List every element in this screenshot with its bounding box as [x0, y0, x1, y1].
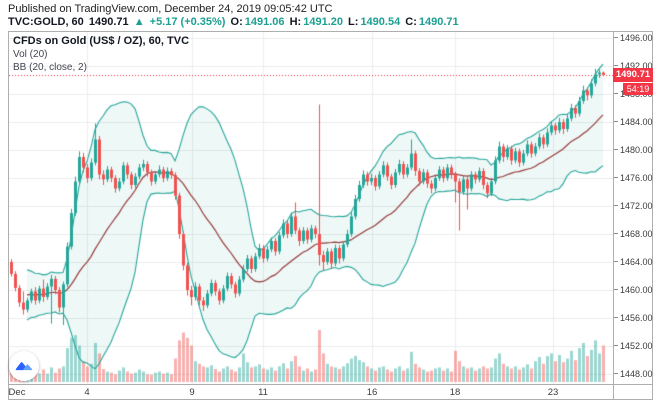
- symbol-header: TVC:GOLD, 60 1490.71 ▲ +5.17 (+0.35%) O:…: [8, 16, 461, 28]
- price-axis-label: 1456.00: [614, 313, 653, 323]
- price-axis-label: 1492.00: [614, 61, 653, 71]
- published-line: Published on TradingView.com, December 2…: [8, 3, 333, 15]
- price-axis-label: 1448.00: [614, 369, 653, 379]
- tradingview-logo[interactable]: [9, 351, 39, 381]
- time-axis-label: 23: [547, 387, 559, 398]
- price-axis-label: 1476.00: [614, 173, 653, 183]
- price-axis-label: 1496.00: [614, 33, 653, 43]
- close-value: 1490.71: [418, 16, 459, 28]
- low-value: 1490.54: [360, 16, 401, 28]
- legend-symbol-title: CFDs on Gold (US$ / OZ), 60, TVC: [13, 35, 190, 47]
- open-value: 1491.06: [244, 16, 285, 28]
- price-axis-label: 1460.00: [614, 285, 653, 295]
- time-axis-separator: [9, 384, 652, 385]
- time-axis-label: 9: [189, 387, 195, 398]
- time-axis-label: 4: [84, 387, 90, 398]
- last-price-badge: 1490.71: [613, 68, 653, 82]
- symbol-name: TVC:GOLD, 60: [8, 16, 84, 28]
- price-axis-label: 1472.00: [614, 201, 653, 211]
- price-axis-label: 1468.00: [614, 229, 653, 239]
- price-axis-label: 1464.00: [614, 257, 653, 267]
- price-axis-label: 1480.00: [614, 145, 653, 155]
- time-axis-label: 11: [258, 387, 268, 398]
- time-axis-label: 18: [449, 387, 461, 398]
- high-value: 1491.20: [303, 16, 343, 28]
- last-price: 1490.71: [88, 16, 129, 28]
- price-axis-label: 1484.00: [614, 117, 653, 127]
- close-label: C:: [405, 16, 417, 28]
- open-label: O:: [230, 16, 243, 28]
- price-axis-separator: [613, 32, 614, 399]
- chart-legend: CFDs on Gold (US$ / OZ), 60, TVC Vol (20…: [13, 35, 189, 74]
- price-change: +5.17 (+0.35%): [149, 16, 226, 28]
- tradingview-mountain-icon: [15, 362, 33, 371]
- low-label: L:: [348, 16, 359, 28]
- change-arrow-icon: ▲: [133, 16, 145, 28]
- candlestick-chart-canvas[interactable]: [9, 32, 613, 384]
- bar-countdown-badge: 54:19: [623, 83, 653, 95]
- time-axis-label: Dec: [8, 387, 26, 398]
- legend-volume-indicator: Vol (20): [13, 49, 48, 60]
- high-label: H:: [289, 16, 302, 28]
- time-axis-label: 16: [366, 387, 378, 398]
- legend-bollinger-indicator: BB (20, close, 2): [13, 62, 87, 73]
- price-axis-label: 1452.00: [614, 341, 653, 351]
